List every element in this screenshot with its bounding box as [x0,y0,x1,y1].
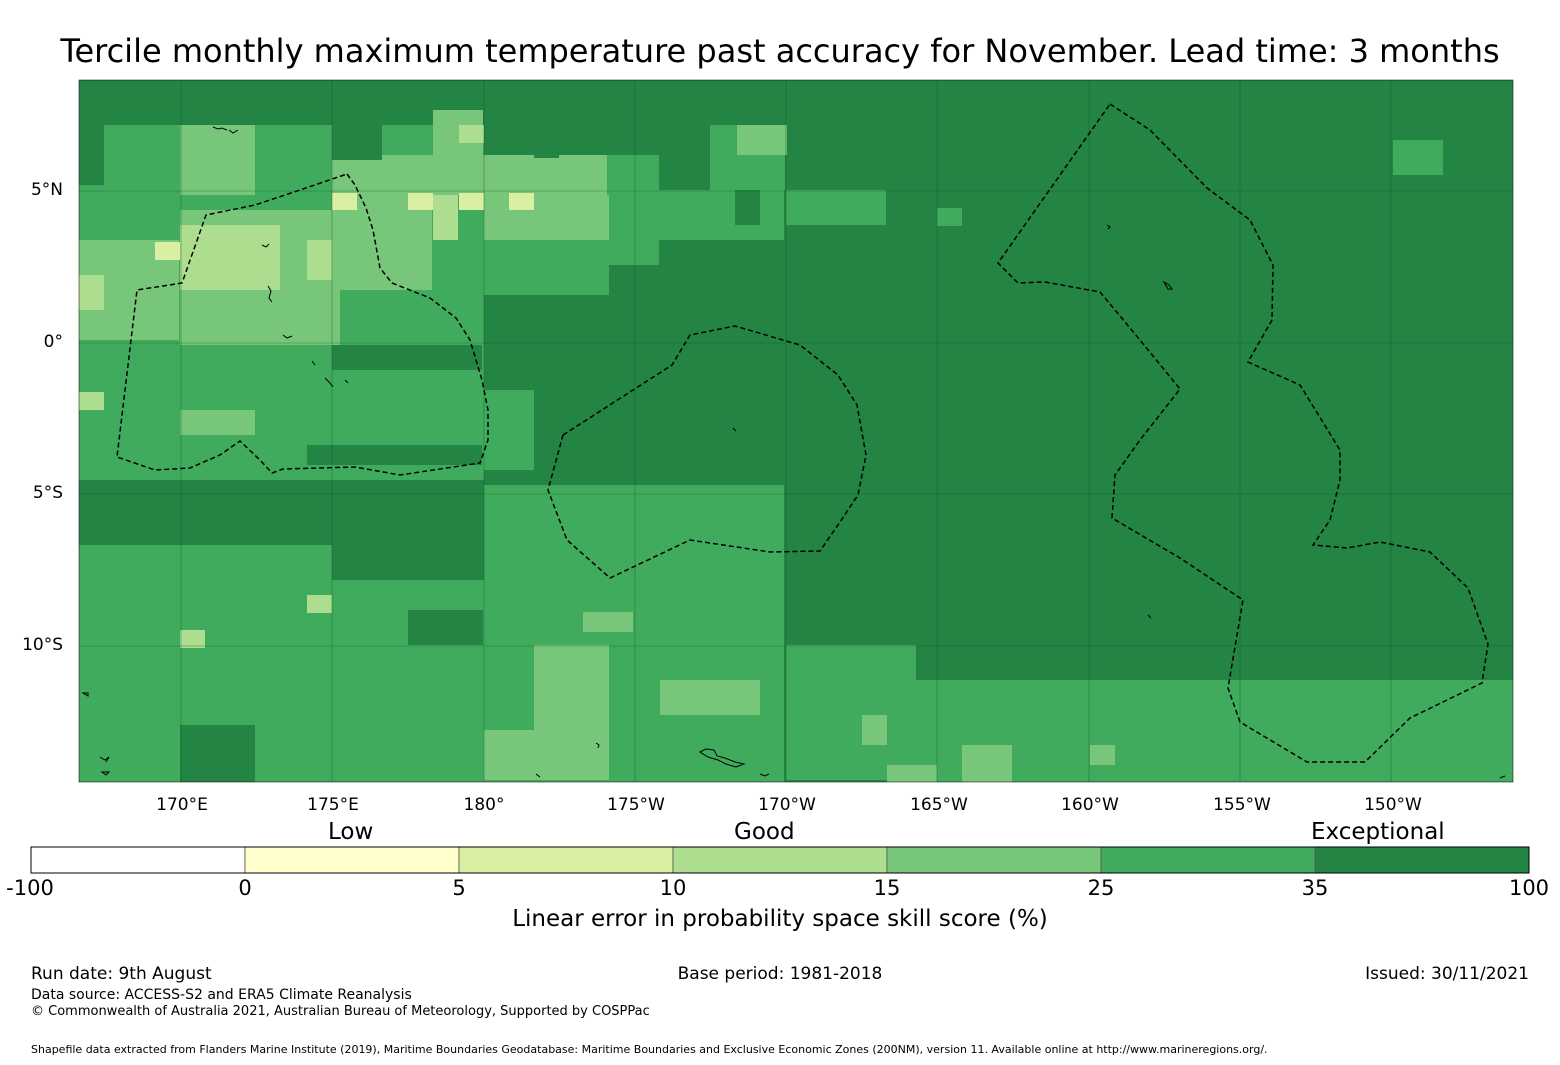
skill-patch [332,193,357,210]
map-frame [78,79,1514,783]
category-label-low: Low [328,819,374,845]
colorbar-bin [672,846,888,874]
shapefile-credit: Shapefile data extracted from Flanders M… [31,1043,1268,1056]
skill-patch [230,155,255,190]
eez-boundary-kiribati-gilbert [116,173,489,476]
colorbar-tick-label: 5 [452,876,466,900]
longitude-label: 155°W [1213,795,1271,815]
longitude-label: 170°W [758,795,816,815]
skill-patch [155,242,180,260]
data-source: Data source: ACCESS-S2 and ERA5 Climate … [31,987,412,1003]
chart-title: Tercile monthly maximum temperature past… [60,32,1500,70]
issued-date: Issued: 30/11/2021 [1365,964,1529,984]
skill-patch [484,390,534,470]
eez-boundary-kiribati-line [997,103,1489,763]
skill-patch [484,730,609,780]
latitude-label: 5°S [32,483,63,503]
skill-patch [534,140,559,158]
category-label-good: Good [734,819,795,845]
skill-patch [786,190,886,225]
colorbar-bin [886,846,1102,874]
colorbar-frame [30,846,1530,874]
colorbar-tick-label: 25 [1087,876,1115,900]
skill-patch [408,610,483,645]
longitude-label: 170°E [156,795,208,815]
colorbar-bin [1314,846,1530,874]
skill-patch [307,240,332,280]
skill-patch [786,645,916,780]
colorbar-tick-label: 15 [873,876,901,900]
colorbar-bin [244,846,460,874]
skill-patch [180,225,280,290]
map-area [79,80,1513,782]
skill-patch [79,392,104,410]
skill-patch [459,193,484,210]
base-period: Base period: 1981-2018 [677,964,883,984]
skill-patch [609,155,659,265]
colorbar-title: Linear error in probability space skill … [512,906,1048,932]
skill-patch [916,680,1513,782]
skill-patch [79,125,104,185]
colorbar-tick-label: 100 [1508,876,1550,900]
colorbar [30,846,1530,874]
skill-patch [862,715,887,745]
skill-patch [737,125,787,155]
skill-patch [1090,745,1115,765]
skill-patches [79,110,1513,782]
longitude-label: 175°E [307,795,359,815]
skill-patch [408,193,433,210]
colorbar-bin [1100,846,1316,874]
skill-patch [332,125,382,160]
gridlines [79,80,1513,782]
latitude-label: 10°S [22,635,63,655]
longitude-label: 150°W [1364,795,1422,815]
skill-patch [660,680,760,715]
eez-boundary-kiribati-phoenix [547,325,867,579]
skill-patch [79,275,104,310]
colorbar-tick-label: 0 [238,876,252,900]
skill-patch [962,745,1012,782]
longitude-label: 165°W [910,795,968,815]
colorbar-bin [458,846,674,874]
skill-patch [332,195,432,290]
skill-patch [180,410,255,435]
skill-patch [583,612,633,632]
skill-patch [79,480,484,545]
copyright: © Commonwealth of Australia 2021, Austra… [31,1004,650,1019]
skill-patch [887,765,937,782]
skill-patch [433,195,458,240]
skill-patch [509,193,534,210]
skill-patch [180,725,255,782]
skill-patch [459,125,484,143]
longitude-label: 160°W [1061,795,1119,815]
skill-patch [659,190,784,240]
category-label-exceptional: Exceptional [1311,819,1445,845]
latitude-label: 5°N [30,180,63,200]
skill-patch [937,208,962,226]
skill-patch [1393,140,1443,175]
run-date: Run date: 9th August [31,964,212,984]
skill-patch [659,140,709,190]
colorbar-tick-label: 35 [1301,876,1329,900]
colorbar-bin [30,846,246,874]
skill-patch [180,630,205,648]
skill-patch [307,595,332,613]
skill-patch [332,345,482,370]
skill-patch [484,195,609,240]
colorbar-tick-label: 10 [659,876,687,900]
skill-patch [307,445,482,465]
skill-patch [735,190,760,225]
colorbar-tick-label: -100 [6,876,54,900]
latitude-label: 0° [43,332,63,352]
longitude-label: 175°W [607,795,665,815]
skill-patch [332,155,607,195]
coastlines [81,126,1506,779]
longitude-label: 180° [463,795,505,815]
eez-boundaries [116,103,1489,763]
skill-patch [332,545,484,580]
